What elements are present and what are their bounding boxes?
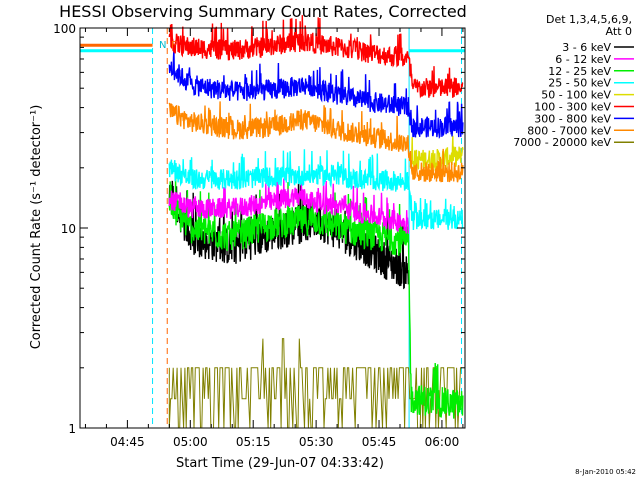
- series-line-800-7000-kev: [168, 101, 464, 183]
- legend-label-25-50-kev: 25 - 50 keV: [548, 77, 611, 90]
- legend-label-300-800-kev: 300 - 800 keV: [534, 112, 611, 125]
- legend-label-6-12-kev: 6 - 12 keV: [555, 53, 611, 66]
- axes: 1 10 100 04:45 05:00 05:15 05:30 05:45 06:00: [53, 22, 465, 449]
- series-line-6-12-kev: [168, 175, 410, 234]
- footer-timestamp: 8-Jan-2010 05:42: [575, 468, 636, 476]
- x-tick-label-0515: 05:15: [236, 435, 271, 449]
- x-tick-label-0530: 05:30: [299, 435, 334, 449]
- legend-label-3-6-kev: 3 - 6 keV: [562, 41, 611, 54]
- marker-annotation-f: F: [171, 40, 177, 51]
- legend-label-12-25-kev: 12 - 25 keV: [548, 65, 611, 78]
- legend-label-7000-20000-kev: 7000 - 20000 keV: [513, 136, 611, 149]
- legend-label-800-7000-kev: 800 - 7000 keV: [527, 124, 611, 137]
- series-line-25-50-kev: [168, 149, 464, 231]
- marker-annotation-n: N: [159, 40, 166, 51]
- legend-label-50-100-kev: 50 - 100 keV: [541, 89, 611, 102]
- legend-label-100-300-kev: 100 - 300 keV: [534, 101, 611, 114]
- series-line-300-800-kev: [168, 49, 464, 139]
- y-tick-label-100: 100: [53, 22, 76, 36]
- y-tick-label-1: 1: [68, 422, 76, 436]
- chart-title: HESSI Observing Summary Count Rates, Cor…: [59, 2, 467, 21]
- x-tick-label-0500: 05:00: [173, 435, 208, 449]
- y-axis-label: Corrected Count Rate (s⁻¹ detector⁻¹): [29, 105, 44, 350]
- x-tick-label-0445: 04:45: [110, 435, 145, 449]
- x-axis-label: Start Time (29-Jun-07 04:33:42): [176, 456, 384, 471]
- x-tick-label-0600: 06:00: [425, 435, 460, 449]
- legend-header-line-2: Att 0: [606, 25, 632, 38]
- x-tick-label-0545: 05:45: [362, 435, 397, 449]
- legend-header-line-1: Det 1,3,4,5,6,9,: [546, 13, 632, 26]
- series-line-50-100-kev: [409, 135, 464, 172]
- y-tick-label-10: 10: [61, 222, 76, 236]
- series-line-12-25-kev: [168, 175, 464, 419]
